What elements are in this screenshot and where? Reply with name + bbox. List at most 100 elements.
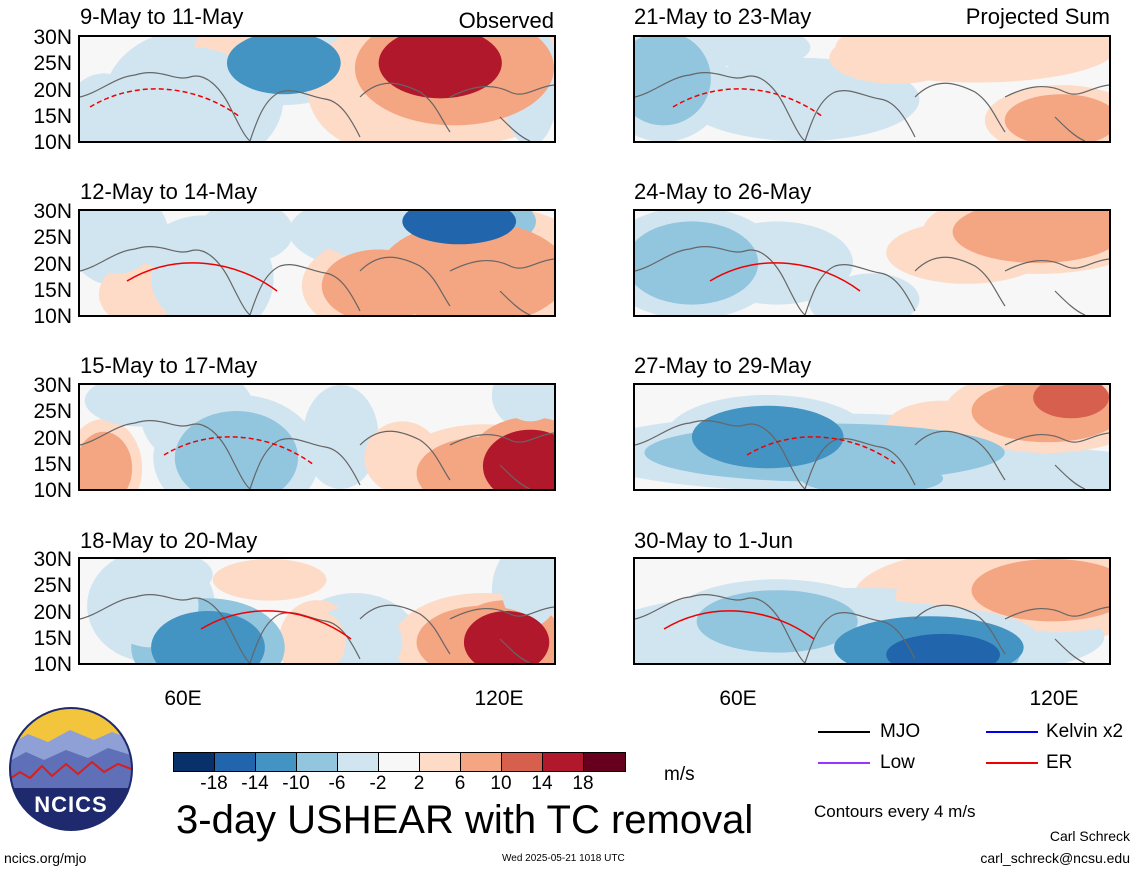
- shear-contour: [482, 429, 554, 489]
- colorbar-swatch: [502, 753, 543, 771]
- shear-contour: [226, 37, 341, 95]
- projected-label: Projected Sum: [965, 4, 1110, 29]
- shear-contour: [402, 211, 517, 245]
- colorbar-swatch: [461, 753, 502, 771]
- colorbar-swatch: [420, 753, 461, 771]
- y-tick-label: 15N: [33, 105, 72, 128]
- shear-contour: [1056, 211, 1109, 253]
- shear-contour: [80, 211, 156, 274]
- colorbar-swatch: [584, 753, 625, 771]
- coastline: [635, 420, 1109, 489]
- colorbar-label: -14: [241, 773, 269, 794]
- coastline: [80, 246, 554, 315]
- legend-label: ER: [1046, 752, 1073, 773]
- colorbar: [173, 752, 626, 772]
- y-tick-label: 20N: [33, 601, 72, 624]
- footer-url: ncics.org/mjo: [4, 850, 87, 866]
- units-label: m/s: [664, 764, 695, 785]
- er-contour: [663, 610, 815, 640]
- observed-label: Observed: [458, 8, 554, 33]
- colorbar-swatch: [297, 753, 338, 771]
- variable-title: 3-day USHEAR with TC removal: [176, 798, 754, 842]
- shear-contour: [691, 405, 844, 469]
- map-svg: [635, 37, 1109, 141]
- legend-label: MJO: [880, 721, 921, 742]
- shear-contour: [212, 559, 327, 601]
- shear-contour: [151, 611, 265, 663]
- y-tick-label: 15N: [33, 627, 72, 650]
- y-tick-label: 15N: [33, 453, 72, 476]
- shear-contour: [971, 559, 1109, 622]
- map-panel: [78, 209, 556, 317]
- colorbar-label: -18: [200, 773, 228, 794]
- y-tick-label: 10N: [33, 131, 72, 154]
- panel-title: 9-May to 11-May: [80, 4, 244, 29]
- y-tick-label: 25N: [33, 574, 72, 597]
- shear-contour: [80, 73, 142, 141]
- er-contour: [89, 88, 241, 118]
- panel-title: 30-May to 1-Jun: [634, 528, 793, 553]
- map-svg: [80, 385, 554, 489]
- contour-note: Contours every 4 m/s: [814, 802, 976, 821]
- colorbar-label: -10: [282, 773, 310, 794]
- colorbar-label: 18: [572, 773, 594, 794]
- y-tick-label: 30N: [33, 200, 72, 223]
- y-tick-label: 15N: [33, 279, 72, 302]
- shear-contour: [80, 431, 133, 489]
- y-tick-label: 25N: [33, 226, 72, 249]
- map-panel: [633, 383, 1111, 491]
- er-contour: [200, 610, 352, 640]
- coastline: [635, 594, 1109, 663]
- x-tick-label: 60E: [164, 687, 202, 710]
- colorbar-swatch: [174, 753, 215, 771]
- legend-line-kelvin: [986, 731, 1038, 733]
- map-svg: [80, 211, 554, 315]
- legend-label: Low: [880, 752, 915, 773]
- panel-title: 12-May to 14-May: [80, 179, 258, 204]
- shear-contour: [174, 411, 299, 489]
- shear-contour: [463, 611, 550, 663]
- coastline: [80, 72, 554, 141]
- y-tick-label: 30N: [33, 548, 72, 571]
- legend-label: Kelvin x2: [1046, 721, 1124, 742]
- colorbar-label: 2: [413, 773, 425, 794]
- legend-line-low: [818, 762, 870, 764]
- coastline: [80, 420, 554, 489]
- y-tick-label: 20N: [33, 427, 72, 450]
- shear-contour: [635, 37, 711, 126]
- x-tick-label: 120E: [474, 687, 524, 710]
- map-panel: [633, 35, 1111, 143]
- panel-title: 15-May to 17-May: [80, 353, 258, 378]
- shear-contour: [886, 633, 1000, 663]
- shear-contour: [501, 385, 554, 422]
- map-svg: [80, 37, 554, 141]
- y-tick-label: 25N: [33, 400, 72, 423]
- colorbar-swatch: [215, 753, 256, 771]
- map-svg: [80, 559, 554, 663]
- er-contour: [672, 88, 824, 118]
- shear-contour: [151, 231, 256, 315]
- y-tick-label: 20N: [33, 253, 72, 276]
- shear-contour: [872, 37, 1081, 74]
- footer-timestamp: Wed 2025-05-21 1018 UTC: [502, 853, 625, 864]
- shear-contour: [1004, 94, 1109, 141]
- shear-contour: [321, 249, 436, 315]
- colorbar-label: -6: [328, 773, 346, 794]
- y-tick-label: 25N: [33, 52, 72, 75]
- map-panel: [78, 383, 556, 491]
- y-tick-label: 10N: [33, 305, 72, 328]
- map-svg: [635, 211, 1109, 315]
- legend-line-mjo: [818, 731, 870, 733]
- er-contour: [126, 262, 278, 292]
- logo-icon: [9, 707, 133, 831]
- map-panel: [633, 557, 1111, 665]
- er-contour: [746, 436, 898, 466]
- er-contour: [163, 436, 315, 466]
- colorbar-swatch: [256, 753, 297, 771]
- map-svg: [635, 559, 1109, 663]
- map-panel: [78, 35, 556, 143]
- y-tick-label: 20N: [33, 79, 72, 102]
- panel-title: 27-May to 29-May: [634, 353, 812, 378]
- panel-title: 18-May to 20-May: [80, 528, 258, 553]
- map-panel: [633, 209, 1111, 317]
